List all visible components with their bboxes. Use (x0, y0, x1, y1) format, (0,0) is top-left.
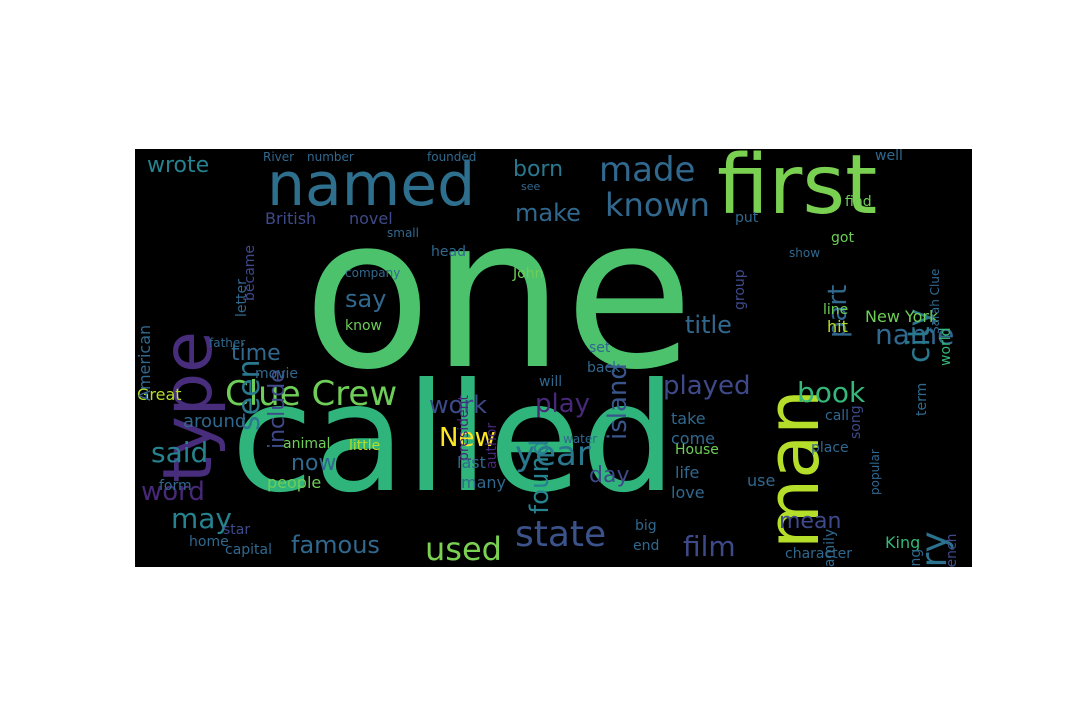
word: book (797, 376, 866, 409)
word: known (605, 186, 710, 224)
word: play (535, 389, 591, 419)
word: say (345, 285, 387, 313)
word: well (875, 149, 903, 164)
word: long (908, 548, 924, 567)
word: Great (137, 385, 182, 404)
word: film (683, 530, 736, 563)
word: president (456, 395, 472, 461)
word: father (209, 336, 246, 350)
word: word (141, 477, 205, 507)
word: little (349, 438, 381, 454)
word: call (825, 408, 850, 424)
word: first (717, 149, 878, 233)
word: place (811, 440, 849, 456)
word: novel (349, 209, 393, 228)
word: time (231, 341, 281, 366)
word: set (589, 340, 611, 356)
word: big (635, 518, 657, 534)
word: star (223, 522, 251, 538)
word: French (944, 533, 960, 567)
word: company (345, 266, 401, 280)
word: water (563, 432, 598, 446)
word: found (525, 439, 555, 514)
word: song (848, 405, 864, 439)
word: called (231, 352, 677, 526)
word: became (242, 244, 258, 301)
word: played (663, 371, 751, 401)
word: take (671, 409, 706, 428)
word: River (263, 150, 295, 164)
word: House (675, 442, 719, 458)
word: use (747, 471, 776, 490)
word: head (431, 244, 466, 260)
word: animal (283, 436, 331, 452)
word: hit (827, 317, 848, 336)
word: John (513, 266, 544, 282)
word: famous (291, 531, 380, 559)
word: last (457, 453, 486, 472)
word: find (845, 194, 872, 210)
word: born (513, 157, 564, 182)
word-cloud: one called first named man type Clue Cre… (135, 149, 972, 567)
word: capital (225, 542, 273, 558)
word: come (671, 429, 716, 448)
word: number (307, 150, 354, 164)
word: people (267, 473, 322, 492)
word: character (785, 546, 853, 562)
word: home (189, 534, 229, 550)
word: now (291, 451, 337, 476)
word: will (539, 374, 563, 390)
word: King (885, 533, 921, 552)
word: term (914, 382, 930, 416)
word: title (685, 311, 732, 339)
word: New York (865, 307, 939, 326)
word: wrote (147, 153, 210, 178)
word: year (515, 434, 591, 474)
word: small (387, 226, 419, 240)
word: one (303, 171, 694, 416)
word: love (671, 483, 705, 502)
word: made (599, 150, 696, 190)
word: author (484, 422, 500, 469)
word: back (587, 360, 621, 376)
word: state (515, 514, 607, 555)
word: see (521, 180, 541, 193)
word: Clue Crew (225, 374, 398, 414)
word: day (589, 463, 630, 488)
word: may (171, 502, 233, 535)
word: said (151, 436, 209, 469)
word: life (675, 463, 700, 482)
word: named (267, 150, 476, 220)
word: many (461, 473, 506, 492)
word: mean (779, 509, 842, 534)
word: know (345, 318, 382, 334)
word: make (515, 199, 581, 227)
word: movie (255, 366, 298, 382)
word: show (789, 246, 821, 260)
word: around (183, 411, 247, 432)
word: work (429, 391, 488, 419)
word: form (159, 478, 192, 494)
word: New (439, 423, 496, 453)
word: popular (868, 449, 882, 495)
word: put (735, 210, 759, 226)
word: end (633, 538, 660, 554)
word: used (425, 530, 502, 567)
word: group (732, 269, 748, 310)
word: American (135, 324, 154, 401)
word: British (265, 209, 317, 228)
word: got (831, 230, 854, 246)
word: line (823, 302, 849, 318)
word: Sarah Clue (928, 268, 942, 334)
word: name (875, 318, 955, 351)
word: founded (427, 150, 477, 164)
